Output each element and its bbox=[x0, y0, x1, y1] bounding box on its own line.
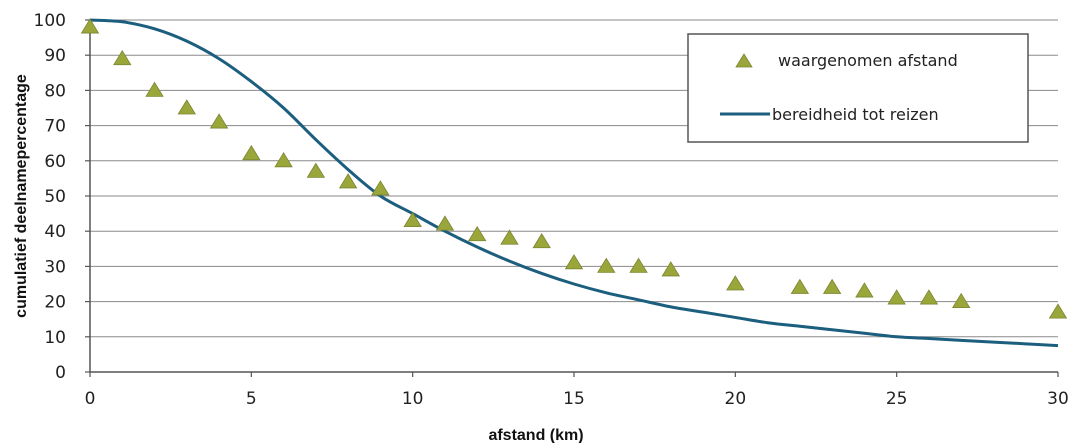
data-point-triangle bbox=[661, 261, 681, 277]
y-tick-labels: 0 10 20 30 40 50 60 70 80 90 100 bbox=[34, 11, 66, 383]
y-tick-label: 20 bbox=[44, 293, 66, 313]
legend-box bbox=[687, 33, 1029, 143]
data-point-triangle bbox=[371, 180, 390, 196]
data-point-triangle bbox=[726, 275, 745, 291]
data-point-triangle bbox=[597, 257, 616, 273]
data-point-triangle bbox=[500, 229, 519, 245]
y-tick-label: 0 bbox=[55, 363, 66, 383]
x-tick-label: 25 bbox=[886, 389, 908, 409]
x-tick-label: 0 bbox=[85, 389, 96, 409]
data-point-triangle bbox=[209, 113, 229, 129]
data-point-triangle bbox=[1048, 303, 1068, 319]
data-point-triangle bbox=[306, 162, 326, 178]
data-point-triangle bbox=[822, 278, 842, 294]
legend-label-bereidheid-tot-reizen: bereidheid tot reizen bbox=[772, 105, 939, 124]
series-bereidheid-tot-reizen bbox=[89, 18, 1059, 348]
data-point-triangle bbox=[177, 99, 197, 115]
data-point-triangle bbox=[564, 254, 584, 270]
data-point-triangle bbox=[80, 18, 100, 34]
legend-label-waargenomen-afstand: waargenomen afstand bbox=[778, 51, 958, 70]
x-tick-label: 30 bbox=[1047, 389, 1069, 409]
x-tick-label: 20 bbox=[725, 389, 747, 409]
y-tick-label: 90 bbox=[44, 46, 66, 66]
y-tick-label: 50 bbox=[44, 187, 66, 207]
y-tick-label: 10 bbox=[44, 328, 66, 348]
y-tick-label: 70 bbox=[44, 117, 66, 137]
data-point-triangle bbox=[629, 257, 648, 273]
grid-lines bbox=[90, 19, 1058, 338]
legend: waargenomen afstand bereidheid tot reize… bbox=[687, 33, 1029, 143]
data-point-triangle bbox=[919, 289, 939, 305]
data-point-triangle bbox=[467, 225, 487, 242]
data-point-triangle bbox=[274, 152, 293, 168]
y-tick-label: 40 bbox=[44, 222, 66, 242]
data-point-triangle bbox=[242, 144, 261, 161]
data-point-triangle bbox=[951, 292, 971, 309]
y-tick-label: 60 bbox=[44, 152, 66, 172]
data-point-triangle bbox=[403, 211, 422, 228]
data-point-triangle bbox=[855, 282, 874, 298]
series-waargenomen-afstand bbox=[80, 18, 1068, 319]
y-tick-label: 30 bbox=[44, 257, 66, 277]
y-tick-label: 80 bbox=[44, 81, 66, 101]
data-point-triangle bbox=[338, 173, 358, 189]
y-axis-title: cumulatief deelnamepercentage bbox=[13, 74, 30, 318]
data-point-triangle bbox=[145, 81, 164, 97]
data-point-triangle bbox=[532, 232, 551, 249]
data-point-triangle bbox=[435, 215, 455, 231]
series-line-path bbox=[89, 18, 1059, 348]
x-axis-title: afstand (km) bbox=[488, 427, 583, 443]
x-tick-label: 10 bbox=[402, 389, 424, 409]
x-tick-label: 15 bbox=[563, 389, 585, 409]
data-point-triangle bbox=[113, 49, 132, 66]
x-tick-label: 5 bbox=[246, 389, 257, 409]
data-point-triangle bbox=[887, 289, 906, 305]
x-tick-labels: 0 5 10 15 20 25 30 bbox=[85, 389, 1069, 409]
data-point-triangle bbox=[790, 278, 810, 294]
legend-marker-triangle bbox=[735, 53, 753, 68]
y-tick-label: 100 bbox=[34, 11, 66, 31]
